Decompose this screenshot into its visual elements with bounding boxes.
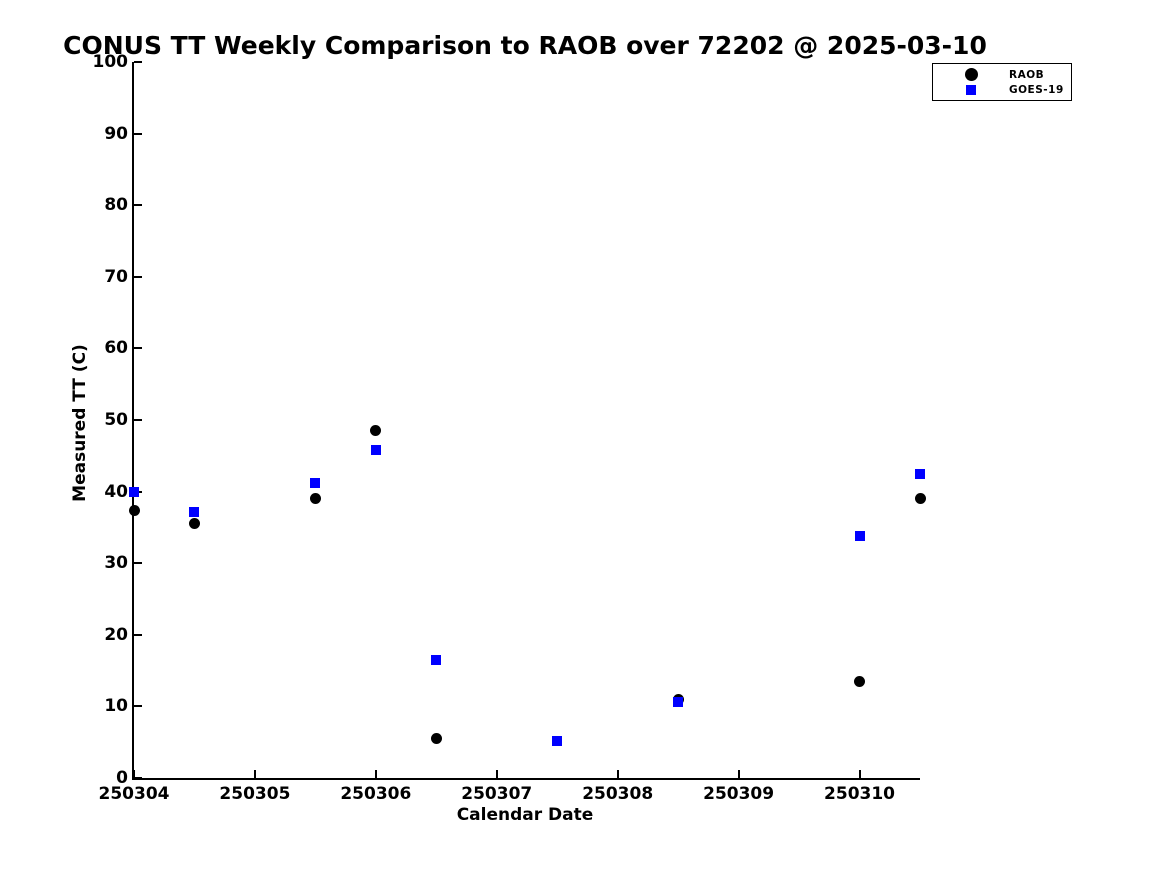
y-tick	[134, 419, 142, 421]
legend-label-goes-19: GOES-19	[1009, 83, 1064, 96]
data-point-raob	[128, 505, 140, 517]
y-tick-label: 10	[104, 696, 128, 717]
x-tick-label: 250308	[582, 784, 654, 804]
x-tick	[616, 770, 619, 778]
legend-marker-box	[933, 84, 1009, 95]
y-tick-label: 50	[104, 410, 128, 430]
y-tick	[134, 562, 142, 565]
y-tick-label: 60	[104, 338, 128, 359]
data-point-raob	[854, 675, 866, 687]
data-point-raob	[914, 492, 926, 504]
plot-area: 0 10 20 30 40 50 60 70 80 90 100 250304 250305 250306…	[93, 52, 926, 804]
data-point-goes-19	[552, 735, 563, 746]
y-tick	[134, 777, 142, 779]
x-tick	[253, 770, 256, 778]
legend-item-raob: RAOB	[933, 67, 1071, 82]
y-axis-label: Measured TT (C)	[70, 344, 90, 502]
x-tick	[374, 770, 377, 778]
data-point-goes-19	[189, 507, 200, 518]
data-point-goes-19	[673, 697, 684, 708]
y-tick-label: 20	[104, 624, 128, 645]
y-tick-label: 30	[104, 553, 128, 574]
x-tick	[737, 770, 740, 778]
y-tick	[134, 204, 142, 207]
y-tick	[134, 61, 142, 63]
data-point-goes-19	[370, 445, 381, 456]
data-point-goes-19	[915, 469, 925, 480]
data-point-raob	[430, 733, 442, 745]
data-point-raob	[188, 517, 200, 529]
data-point-raob	[370, 425, 382, 437]
raob-circle-marker-icon	[964, 68, 978, 81]
x-tick-label: 250306	[340, 784, 412, 804]
x-tick-label: 250305	[219, 784, 291, 804]
x-tick-label: 250310	[824, 784, 896, 804]
legend-marker-box	[933, 68, 1009, 81]
data-point-goes-19	[129, 487, 139, 498]
x-tick-label: 250307	[461, 784, 533, 804]
x-tick	[133, 770, 135, 778]
y-tick-label: 80	[104, 195, 128, 216]
y-tick-label: 40	[104, 481, 128, 502]
data-point-raob	[309, 493, 321, 505]
x-tick	[858, 770, 861, 778]
y-tick	[134, 633, 142, 636]
data-point-goes-19	[431, 654, 442, 665]
y-tick-label: 90	[104, 123, 128, 144]
x-tick-label: 250304	[98, 784, 170, 804]
x-tick-label: 250309	[703, 784, 775, 804]
legend-item-goes-19: GOES-19	[933, 82, 1071, 97]
x-tick	[495, 770, 498, 778]
y-tick-label: 0	[116, 768, 128, 788]
y-tick	[134, 347, 142, 350]
y-tick-label: 70	[104, 266, 128, 287]
goes-19-square-marker-icon	[966, 84, 976, 95]
y-tick	[134, 705, 142, 708]
legend-label-raob: RAOB	[1009, 68, 1045, 81]
data-point-goes-19	[310, 478, 321, 488]
chart-title: CONUS TT Weekly Comparison to RAOB over …	[63, 31, 987, 60]
legend: RAOB GOES-19	[932, 63, 1072, 101]
y-tick-label: 100	[92, 52, 129, 72]
x-axis-label: Calendar Date	[456, 805, 594, 825]
y-tick	[134, 132, 142, 135]
y-tick	[134, 275, 142, 278]
data-point-goes-19	[854, 530, 865, 541]
